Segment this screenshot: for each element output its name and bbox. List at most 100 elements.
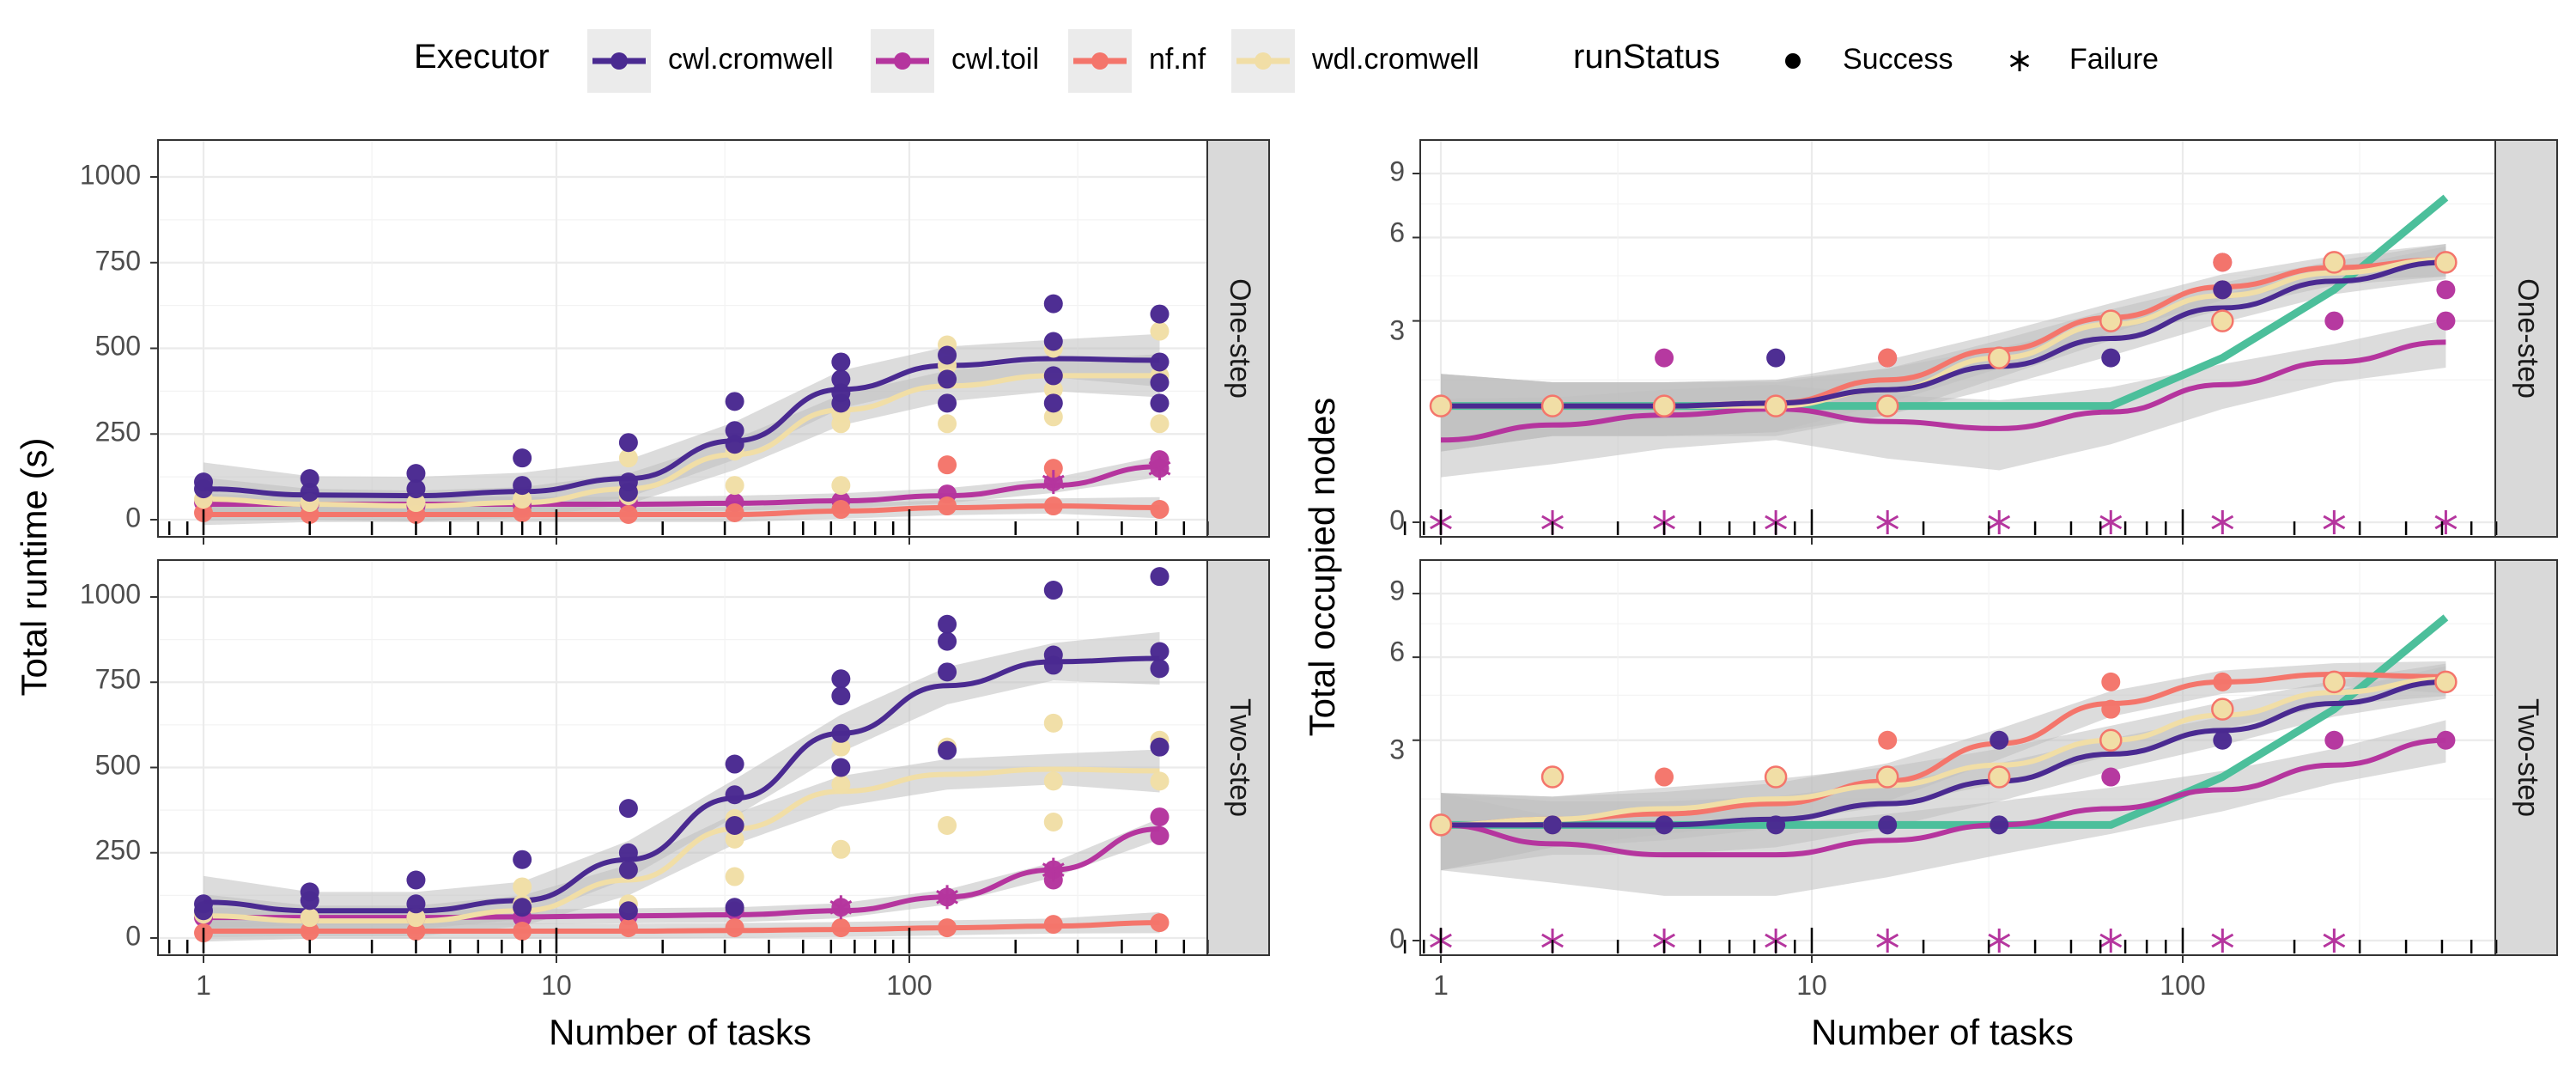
data-point [1540,394,1564,417]
data-point [725,392,744,411]
data-point [1043,813,1063,832]
data-point [2213,672,2233,691]
data-point [1150,500,1170,520]
data-point [831,775,851,795]
data-point [1043,407,1063,427]
data-point [938,496,957,516]
data-point [1150,393,1170,413]
right-bottom-y-tick-labels: 0 3 6 9 [1389,575,1405,953]
strip-label: Two-step [2512,698,2544,817]
failure-asterisk [2434,510,2458,534]
points-cwl-toil [2101,730,2456,787]
data-point [725,421,744,441]
asterisk-stroke [2099,933,2123,948]
data-point [2324,730,2344,750]
data-point [1878,730,1898,750]
data-point [1990,815,2009,835]
asterisk-stroke [2323,515,2346,530]
data-point [1150,567,1170,587]
y-tick-label: 9 [1389,575,1405,606]
data-point [1655,348,1674,368]
data-point [938,614,957,634]
data-point [1655,767,1674,787]
smooth-line-cwl-cromwell [203,655,1160,914]
asterisk-stroke [1042,474,1065,490]
smooth-line-wdl-cromwell [203,766,1160,924]
asterisk-stroke [2434,515,2458,530]
data-point [2434,251,2458,274]
legend: Executor cwl.cromwell cwl.toil nf.nf wdl… [0,24,2576,98]
data-point [1043,380,1063,399]
data-point [938,369,957,389]
x-rug-ticks [1403,928,2498,953]
data-point [513,476,532,496]
strip-left-two-step: Two-step [1206,559,1270,956]
data-point [1652,394,1676,417]
y-tick-label: 6 [1389,216,1405,247]
data-point [1150,807,1170,827]
data-point [300,922,319,941]
data-point [2213,253,2233,272]
data-point [725,754,744,774]
y-tick-label: 1000 [80,578,141,609]
failure-asterisk [2211,929,2234,953]
legend-status-title: runStatus [1573,38,1721,76]
axis-ticks [1413,593,2184,963]
data-point [1990,730,2009,750]
data-point [1043,294,1063,314]
y-tick-label: 750 [95,663,141,694]
data-point [1150,659,1170,679]
left-top-y-tick-labels: 0 250 500 750 1000 [80,159,141,533]
overlay-markers [1429,670,2458,837]
grid [1420,560,2495,955]
x-tick-label: 1 [196,970,211,1001]
data-point [1766,348,1786,368]
data-point [406,493,426,513]
data-point [194,901,213,921]
x-tick-label: 10 [1796,970,1827,1001]
data-point [406,464,426,484]
data-point [2436,311,2456,331]
failure-asterisk [1876,929,1899,953]
x-tick-label: 10 [541,970,572,1001]
success-circle-icon [1785,53,1801,69]
data-point [1150,913,1170,933]
data-point [1150,825,1170,845]
data-point [831,393,851,413]
smooth-line-wdl-cromwell [1440,676,2446,828]
asterisk-stroke [1988,515,2011,530]
y-tick-label: 1000 [80,159,141,190]
asterisk-stroke [936,890,958,904]
data-point [2434,670,2458,694]
failure-asterisk [1988,510,2011,534]
smooth-line-cwl-toil [204,825,1160,921]
failure-asterisk-icon [2009,51,2030,71]
data-point [300,483,319,502]
legend-label-cwl-cromwell: cwl.cromwell [668,43,834,76]
smooth-line-nf-nf [203,503,1160,518]
failure-asterisk [1148,456,1171,481]
legend-key-wdl-cromwell [1231,29,1295,93]
data-point [2436,730,2456,750]
axis-ticks [150,176,910,545]
data-point [1043,655,1063,675]
data-point [2099,309,2123,332]
data-point [1878,348,1898,368]
data-point [725,785,744,805]
panel-border [157,139,1208,538]
data-point [831,918,851,938]
data-point [2323,251,2346,274]
strip-right-one-step: One-step [2494,139,2558,538]
data-point [938,662,957,682]
axis-ticks [1413,173,2184,545]
overlay-markers [1429,251,2458,417]
legend-label-nf-nf: nf.nf [1149,43,1206,76]
asterisk-stroke [1148,460,1171,476]
data-point [831,737,851,757]
data-point [1043,915,1063,935]
left-x-axis-title: Number of tasks [549,1012,811,1052]
panel-nodes-two-step [1403,559,2498,963]
failure-asterisk [2211,510,2234,534]
data-point [1043,393,1063,413]
data-point [2323,670,2346,694]
